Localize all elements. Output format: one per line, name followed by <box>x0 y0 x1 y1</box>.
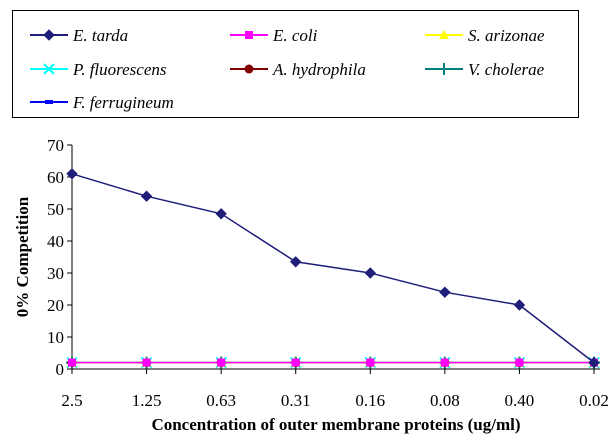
x-tick-label: 2.5 <box>61 391 82 410</box>
legend-marker-plus <box>438 63 450 75</box>
x-axis-title: Concentration of outer membrane proteins… <box>151 415 520 434</box>
data-point <box>366 358 375 367</box>
series-line <box>71 173 595 364</box>
x-tick-label: 0.02 <box>579 391 609 410</box>
y-tick-label: 60 <box>47 168 64 187</box>
legend-item-s-arizonae: S. arizonae <box>425 26 545 45</box>
data-point <box>291 358 300 367</box>
legend-marker-circle <box>244 64 254 74</box>
y-tick-label: 10 <box>47 328 64 347</box>
data-point <box>513 299 526 311</box>
y-tick-label: 70 <box>47 136 64 155</box>
series-e-tarda <box>66 168 600 369</box>
legend-marker-diamond <box>43 29 55 41</box>
x-tick-label: 0.31 <box>281 391 311 410</box>
legend-label: F. ferrugineum <box>72 93 174 112</box>
legend-label: V. cholerae <box>468 60 545 79</box>
legend-label: P. fluorescens <box>72 60 167 79</box>
legend-label: E. coli <box>272 26 318 45</box>
y-axis-title: 0% Competition <box>13 196 32 317</box>
legend-marker-square <box>245 31 253 39</box>
data-point <box>439 286 451 298</box>
legend-item-e-coli: E. coli <box>230 26 318 45</box>
data-point <box>588 356 600 369</box>
legend-item-e-tarda: E. tarda <box>30 26 128 45</box>
legend-marker-x <box>43 63 55 75</box>
data-point <box>215 208 227 220</box>
legend-item-p-fluorescens: P. fluorescens <box>30 60 167 79</box>
legend-box <box>12 10 579 118</box>
y-tick-label: 0 <box>56 360 65 379</box>
legend-marker-triangle <box>439 30 449 39</box>
legend-label: E. tarda <box>72 26 128 45</box>
data-point <box>66 168 78 180</box>
data-point <box>290 256 302 268</box>
data-point <box>217 358 226 367</box>
series-e-coli <box>68 358 598 367</box>
x-tick-label: 0.16 <box>355 391 385 410</box>
data-point <box>515 358 524 367</box>
legend-label: A. hydrophila <box>272 60 366 79</box>
legend-label: S. arizonae <box>468 26 545 45</box>
legend-item-f-ferrugineum: F. ferrugineum <box>30 93 174 112</box>
data-point <box>142 358 151 367</box>
data-point <box>68 358 76 367</box>
y-tick-label: 40 <box>47 232 64 251</box>
x-tick-label: 1.25 <box>132 391 162 410</box>
data-point <box>364 267 376 279</box>
legend-item-a-hydrophila: A. hydrophila <box>230 60 366 79</box>
data-point <box>440 358 449 367</box>
y-tick-label: 30 <box>47 264 64 283</box>
x-tick-label: 0.08 <box>430 391 460 410</box>
y-tick-label: 50 <box>47 200 64 219</box>
y-tick-label: 20 <box>47 296 64 315</box>
legend-marker-dash <box>45 100 53 104</box>
x-tick-label: 0.40 <box>505 391 535 410</box>
data-point <box>140 190 153 202</box>
x-tick-label: 0.63 <box>206 391 236 410</box>
legend-item-v-cholerae: V. cholerae <box>425 60 545 79</box>
